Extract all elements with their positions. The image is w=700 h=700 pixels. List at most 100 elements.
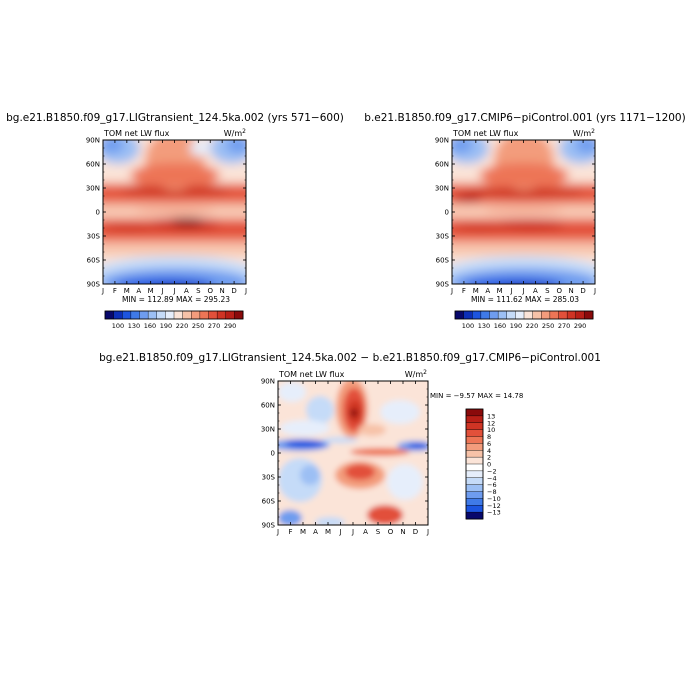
colorbar-label: 10 — [487, 426, 495, 434]
colorbar-swatch — [465, 470, 484, 479]
colorbar-frame — [104, 310, 244, 320]
y-tick-label: 60S — [262, 498, 276, 506]
panel-lig-transient: bg.e21.B1850.f09_g17.LIGtransient_124.5k… — [6, 112, 344, 330]
y-tick-label: 90S — [436, 281, 450, 289]
colorbar-swatch — [199, 310, 210, 320]
colorbar-label: 250 — [192, 322, 204, 330]
colorbar-swatch — [216, 310, 227, 320]
units-label: W/m2 — [405, 369, 427, 379]
x-tick-label: A — [533, 287, 538, 295]
colorbar-swatch — [465, 498, 484, 506]
x-tick-label: F — [462, 287, 466, 295]
x-tick-label: M — [473, 287, 479, 295]
x-tick-label: M — [148, 287, 154, 295]
x-tick-label: J — [351, 528, 354, 536]
colorbar-frame — [465, 408, 484, 520]
colorbar-swatch — [454, 310, 465, 320]
colorbar-swatch — [532, 310, 542, 320]
x-tick-label: A — [136, 287, 141, 295]
colorbar-swatch — [465, 456, 484, 465]
x-tick-label: M — [497, 287, 503, 295]
x-tick-label: S — [376, 528, 381, 536]
x-tick-label: A — [363, 528, 368, 536]
y-tick-label: 60S — [87, 257, 101, 265]
x-tick-label: N — [569, 287, 574, 295]
y-tick-label: 30N — [86, 185, 100, 193]
colorbar-label: 0 — [487, 461, 491, 469]
colorbar-label: 130 — [128, 322, 140, 330]
colorbar-label: 190 — [510, 322, 522, 330]
x-tick-label: N — [400, 528, 405, 536]
x-tick-label: J — [161, 287, 164, 295]
y-tick-label: 30N — [261, 426, 275, 434]
minmax-label: MIN = −9.57 MAX = 14.78 — [430, 392, 523, 400]
colorbar-label: −6 — [487, 481, 497, 489]
colorbar-swatch — [139, 310, 149, 320]
colorbar-swatch — [165, 310, 175, 320]
x-tick-label: A — [313, 528, 318, 536]
x-tick-label: J — [172, 287, 175, 295]
colorbar-swatch — [465, 436, 484, 444]
y-tick-label: 60S — [436, 257, 450, 265]
minmax-label: MIN = 112.89 MAX = 295.23 — [122, 295, 230, 304]
colorbar-label: 220 — [526, 322, 538, 330]
colorbar-frame — [454, 310, 594, 320]
x-tick-label: M — [300, 528, 306, 536]
colorbar-label: 8 — [487, 433, 491, 441]
colorbar-label: 250 — [542, 322, 554, 330]
colorbar-label: −12 — [487, 502, 501, 510]
panel-difference: bg.e21.B1850.f09_g17.LIGtransient_124.5k… — [99, 352, 601, 536]
colorbar-label: −2 — [487, 467, 497, 475]
colorbar-label: −8 — [487, 488, 497, 496]
x-tick-label: N — [220, 287, 225, 295]
colorbar-label: 270 — [208, 322, 220, 330]
colorbar-label: 160 — [494, 322, 506, 330]
colorbar-swatch — [465, 491, 484, 499]
colorbar-swatch — [182, 310, 192, 320]
colorbar-label: 290 — [574, 322, 586, 330]
heatmap-field — [103, 140, 246, 284]
colorbar-swatch — [234, 310, 244, 320]
colorbar-swatch — [465, 443, 484, 451]
colorbar-swatch — [523, 310, 534, 320]
units-label: W/m2 — [573, 128, 595, 138]
colorbar-swatch — [191, 310, 201, 320]
x-tick-label: D — [580, 287, 585, 295]
y-tick-label: 90N — [261, 378, 275, 386]
colorbar-label: 4 — [487, 447, 491, 455]
x-tick-label: J — [426, 528, 429, 536]
variable-label: TOM net LW flux — [103, 129, 170, 138]
colorbar-swatch — [208, 310, 218, 320]
colorbar-swatch — [156, 310, 166, 320]
y-tick-label: 90S — [87, 281, 101, 289]
colorbar-swatch — [497, 310, 508, 320]
units-label: W/m2 — [224, 128, 246, 138]
x-tick-label: O — [556, 287, 562, 295]
colorbar-swatch — [558, 310, 568, 320]
colorbar-swatch — [113, 310, 123, 320]
colorbar-swatch — [584, 310, 594, 320]
colorbar-swatch — [541, 310, 551, 320]
colorbar-swatch — [480, 310, 491, 320]
colorbar-swatch — [465, 429, 484, 438]
colorbar-swatch — [465, 477, 484, 486]
colorbar-swatch — [575, 310, 585, 320]
y-tick-label: 90N — [86, 137, 100, 145]
x-tick-label: D — [231, 287, 236, 295]
colorbar-label: 290 — [224, 322, 236, 330]
colorbar-swatch — [225, 310, 235, 320]
y-tick-label: 0 — [96, 209, 100, 217]
colorbar-label: −10 — [487, 495, 501, 503]
colorbar-label: 6 — [487, 440, 491, 448]
x-tick-label: O — [388, 528, 394, 536]
panel-title: b.e21.B1850.f09_g17.CMIP6−piControl.001 … — [364, 112, 685, 124]
minmax-label: MIN = 111.62 MAX = 285.03 — [471, 295, 579, 304]
colorbar-label: 13 — [487, 412, 495, 420]
y-tick-label: 30N — [435, 185, 449, 193]
colorbar-swatch — [173, 310, 184, 320]
y-tick-label: 90S — [262, 522, 276, 530]
x-tick-label: S — [545, 287, 550, 295]
